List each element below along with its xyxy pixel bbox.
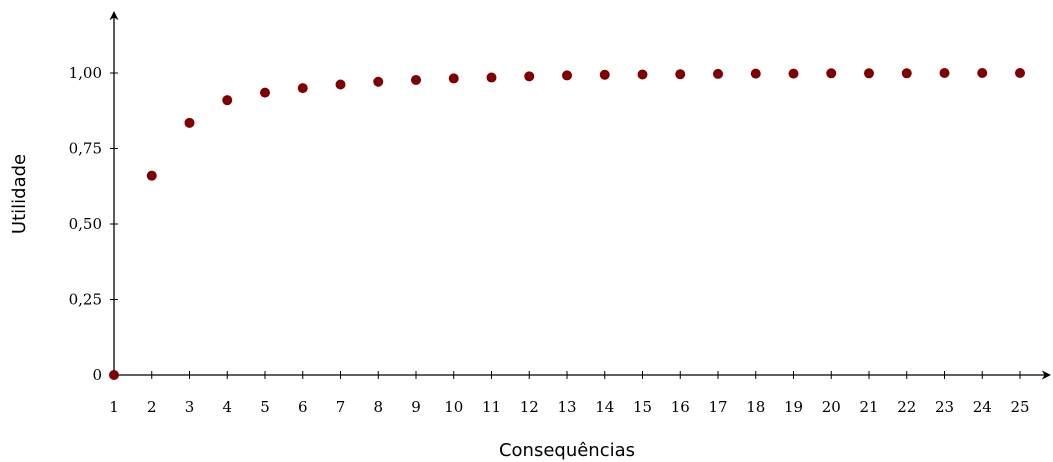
y-axis-title: Utilidade [9,154,30,234]
x-tick-label: 18 [746,398,765,416]
x-tick-label: 6 [298,398,308,416]
data-point [184,117,195,128]
data-point [335,79,346,90]
data-point [260,87,270,98]
data-point [109,370,119,380]
x-tick-label: 8 [373,398,383,416]
x-tick-label: 21 [859,398,878,416]
x-tick-label: 3 [185,398,195,416]
data-point [864,68,874,79]
x-tick-label: 15 [633,398,652,416]
data-point [373,76,384,87]
x-tick-label: 19 [784,398,803,416]
y-tick-label: 0,25 [69,291,102,309]
data-point [297,83,308,94]
data-point [524,71,535,82]
data-point [750,68,761,79]
data-point [411,74,421,85]
x-tick-label: 22 [897,398,916,416]
x-tick-label: 23 [935,398,954,416]
data-point [486,72,497,83]
x-tick-label: 20 [822,398,841,416]
x-tick-label: 24 [973,398,992,416]
data-point [713,68,723,79]
data-points [109,68,1025,380]
data-point [222,95,233,106]
x-tick-label: 10 [444,398,463,416]
x-tick-label: 14 [595,398,614,416]
data-point [562,70,572,81]
x-tick-label: 5 [260,398,270,416]
data-point [826,68,837,79]
x-tick-label: 7 [336,398,346,416]
data-point [637,69,648,80]
data-point [1015,68,1025,78]
axes [109,11,1051,380]
x-tick-label: 17 [708,398,727,416]
y-tick-label: 0,50 [69,215,102,233]
data-point [901,68,912,79]
x-tick-label: 16 [671,398,690,416]
data-point [146,170,157,181]
x-ticks: 1 2 3 4 5 6 7 8 9 10 11 12 13 14 15 16 17 18 19 20 21 22 23 24 2… [109,371,1030,416]
data-point [448,73,459,84]
data-point [977,68,988,78]
x-axis-title: Consequências [499,440,635,461]
x-tick-label: 13 [557,398,576,416]
x-tick-label: 1 [109,398,119,416]
x-tick-label: 4 [222,398,232,416]
data-point [939,68,950,78]
x-tick-label: 12 [520,398,539,416]
y-tick-label: 0,75 [69,140,102,158]
y-tick-label: 1,00 [69,64,102,82]
y-tick-label: 0 [92,366,102,384]
y-ticks: 0 0,25 0,50 0,75 1,00 [69,64,118,384]
x-tick-label: 11 [482,398,501,416]
data-point [675,69,686,80]
x-tick-label: 9 [411,398,421,416]
x-tick-label: 25 [1010,398,1029,416]
data-point [599,69,610,80]
data-point [788,68,799,79]
x-tick-label: 2 [147,398,157,416]
